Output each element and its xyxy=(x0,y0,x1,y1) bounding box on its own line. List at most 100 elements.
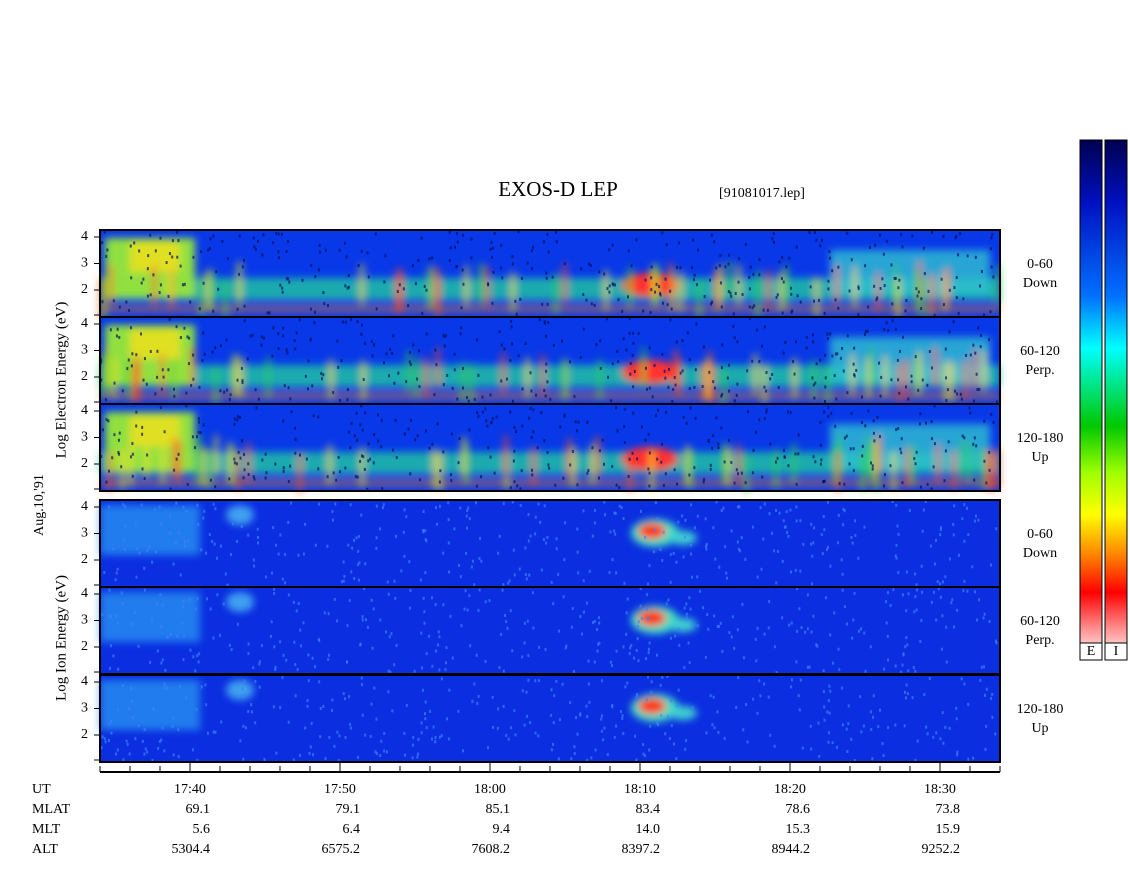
noise xyxy=(809,724,812,728)
noise xyxy=(272,241,275,245)
noise xyxy=(815,643,818,647)
noise xyxy=(615,571,618,575)
noise xyxy=(967,757,970,761)
noise xyxy=(150,619,153,623)
noise xyxy=(846,749,849,753)
noise xyxy=(328,653,331,657)
noise xyxy=(787,464,790,468)
noise xyxy=(434,740,437,744)
noise xyxy=(292,600,295,604)
streak xyxy=(944,360,948,401)
noise xyxy=(523,641,526,645)
streak xyxy=(871,440,875,481)
noise xyxy=(882,754,885,758)
noise xyxy=(732,324,735,328)
noise xyxy=(492,725,495,729)
streak xyxy=(673,348,677,389)
noise xyxy=(468,517,471,521)
noise xyxy=(381,506,384,510)
noise xyxy=(628,331,631,335)
noise xyxy=(282,326,285,330)
noise xyxy=(755,430,758,434)
noise xyxy=(951,598,954,602)
noise xyxy=(513,480,516,484)
noise xyxy=(360,454,363,458)
noise xyxy=(582,509,585,513)
blob xyxy=(638,610,666,626)
noise xyxy=(834,424,837,428)
noise xyxy=(662,483,665,487)
noise xyxy=(319,250,322,254)
noise xyxy=(361,615,364,619)
noise xyxy=(650,265,653,269)
noise xyxy=(369,457,372,461)
noise xyxy=(709,467,712,471)
noise xyxy=(543,504,546,508)
streak xyxy=(650,451,654,492)
noise xyxy=(707,627,710,631)
streak xyxy=(214,365,218,406)
noise xyxy=(159,406,162,410)
noise xyxy=(735,393,738,397)
spectrogram xyxy=(100,500,1000,587)
noise xyxy=(484,600,487,604)
noise xyxy=(863,631,866,635)
noise xyxy=(273,587,276,591)
noise xyxy=(561,682,564,686)
noise xyxy=(134,737,137,741)
noise xyxy=(189,300,192,304)
noise xyxy=(131,442,134,446)
noise xyxy=(371,646,374,650)
noise xyxy=(147,254,150,258)
noise xyxy=(897,532,900,536)
noise xyxy=(543,320,546,324)
noise xyxy=(252,666,255,670)
streak xyxy=(239,356,243,397)
noise xyxy=(103,570,106,574)
noise xyxy=(372,607,375,611)
noise xyxy=(922,508,925,512)
noise xyxy=(128,707,131,711)
noise xyxy=(857,285,860,289)
noise xyxy=(190,384,193,388)
noise xyxy=(455,265,458,269)
streak xyxy=(815,277,819,318)
noise xyxy=(127,358,130,362)
noise xyxy=(118,431,121,435)
noise xyxy=(134,523,137,527)
noise xyxy=(809,285,812,289)
noise xyxy=(659,683,662,687)
noise xyxy=(724,545,727,549)
y-tick-label: 4 xyxy=(81,499,88,514)
streak xyxy=(628,451,632,492)
noise xyxy=(963,539,966,543)
band xyxy=(100,365,1000,387)
noise xyxy=(935,731,938,735)
noise xyxy=(107,419,110,423)
row-value: 69.1 xyxy=(186,802,211,817)
noise xyxy=(177,531,180,535)
noise xyxy=(869,710,872,714)
streak xyxy=(877,434,881,475)
noise xyxy=(810,747,813,751)
noise xyxy=(326,544,329,548)
noise xyxy=(729,291,732,295)
noise xyxy=(500,243,503,247)
noise xyxy=(896,358,899,362)
noise xyxy=(545,369,548,373)
noise xyxy=(864,264,867,268)
noise xyxy=(940,277,943,281)
noise xyxy=(109,615,112,619)
noise xyxy=(473,397,476,401)
noise xyxy=(795,482,798,486)
noise xyxy=(158,291,161,295)
noise xyxy=(751,359,754,363)
noise xyxy=(149,293,152,297)
noise xyxy=(356,320,359,324)
noise xyxy=(879,394,882,398)
noise xyxy=(177,239,180,243)
noise xyxy=(185,391,188,395)
noise xyxy=(146,267,149,271)
noise xyxy=(886,591,889,595)
noise xyxy=(345,255,348,259)
